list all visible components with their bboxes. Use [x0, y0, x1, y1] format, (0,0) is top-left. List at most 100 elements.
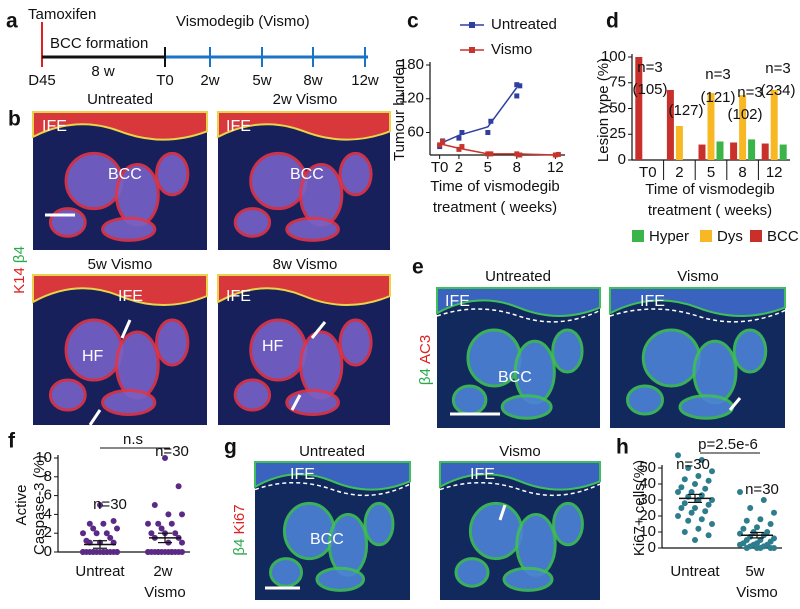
bar: [698, 144, 706, 160]
data-point: [685, 517, 692, 524]
x-tick-label: 12: [547, 159, 564, 176]
epidermis: [436, 287, 601, 317]
data-point: [517, 152, 523, 158]
tissue: [101, 389, 157, 416]
annotation: (105): [632, 81, 667, 98]
y-tick-label: 20: [639, 507, 656, 524]
bar: [761, 143, 769, 160]
image-label: IFE: [290, 466, 315, 483]
y-tick-label: 4: [44, 505, 52, 522]
x-tick-label: 2w Vismo: [144, 563, 185, 601]
side-label-part: K14: [11, 267, 28, 294]
data-point: [100, 549, 107, 555]
annotation: n=30: [155, 443, 189, 460]
x-tick-label: T0: [431, 159, 449, 176]
y-tick-label: 0: [618, 151, 626, 168]
bar: [779, 144, 787, 160]
tissue: [500, 394, 553, 420]
tissue: [626, 384, 664, 416]
annotation: (127): [668, 102, 703, 119]
side-label-part: β4: [231, 539, 248, 556]
x-tick-label: 12: [766, 164, 783, 181]
annotation: n=30: [745, 481, 779, 498]
data-point: [517, 83, 523, 89]
y-tick-label: 6: [44, 487, 52, 504]
panel-label: d: [606, 10, 619, 33]
tissue: [363, 501, 395, 547]
tissue: [48, 378, 87, 412]
arrow: [498, 504, 507, 521]
y-axis-label: Tumour burden: [391, 59, 408, 161]
panel-label: g: [224, 436, 237, 459]
data-point: [162, 455, 168, 461]
y-tick-label: 50: [639, 459, 656, 476]
data-point: [705, 501, 712, 508]
epidermis: [439, 461, 601, 491]
tissue: [502, 566, 554, 592]
y-tick-label: 60: [407, 123, 424, 140]
legend-marker: [469, 47, 475, 53]
data-point: [678, 505, 685, 511]
bar: [770, 89, 778, 160]
data-point: [698, 457, 705, 463]
tissue: [551, 328, 584, 374]
image-title: Vismo: [677, 268, 718, 285]
annotation: n=3: [705, 66, 730, 83]
data-point: [767, 545, 774, 551]
y-axis-label: Active: [13, 485, 30, 526]
epidermis: [254, 461, 411, 491]
tissue: [454, 557, 490, 588]
image-label: IFE: [640, 293, 665, 310]
timeline-tick-label: 2w: [200, 72, 219, 89]
data-point: [155, 549, 162, 555]
data-point: [681, 500, 688, 507]
arrow: [728, 397, 742, 411]
legend-label: Dys: [717, 228, 743, 245]
data-point: [767, 521, 774, 527]
y-tick-label: 100: [601, 48, 626, 65]
x-tick-label: 5w Vismo: [736, 563, 777, 601]
timeline-start-label: Tamoxifen: [28, 6, 96, 23]
arrow: [310, 321, 327, 339]
y-tick-label: 30: [639, 491, 656, 508]
side-label: β4 Ki67: [231, 504, 248, 555]
annotation: n.s: [123, 431, 143, 448]
data-point: [168, 520, 175, 527]
micrograph: [436, 287, 601, 428]
image-label: BCC: [108, 166, 142, 183]
tissue: [48, 207, 87, 238]
data-point: [114, 549, 120, 555]
tissue: [451, 384, 488, 416]
arrow: [88, 409, 102, 426]
data-point: [698, 516, 705, 523]
tissue: [115, 330, 160, 400]
annotation: (121): [700, 89, 735, 106]
data-point: [740, 525, 747, 532]
side-label: β4 AC3: [417, 335, 434, 385]
data-point: [695, 473, 702, 479]
tissue: [692, 339, 738, 405]
data-point: [675, 489, 681, 495]
data-point: [737, 541, 743, 548]
data-point: [555, 151, 561, 157]
x-axis-label: treatment ( weeks): [648, 202, 772, 219]
image-label: IFE: [226, 118, 251, 135]
data-point: [145, 549, 151, 555]
side-label-part: Ki67: [231, 504, 248, 534]
tissue: [338, 151, 373, 197]
timeline-tick-label: T0: [156, 72, 174, 89]
y-axis-label: Caspase-3 (%): [31, 455, 48, 555]
data-point: [514, 93, 520, 99]
data-point: [771, 509, 777, 516]
data-point: [103, 530, 110, 537]
tissue: [641, 328, 701, 388]
data-point: [702, 485, 709, 492]
legend-label: BCC: [767, 228, 799, 245]
data-point: [107, 534, 114, 541]
y-tick-label: 2: [44, 524, 52, 541]
timeline-duration: 8 w: [91, 63, 115, 80]
legend-label: Vismo: [491, 41, 532, 58]
annotation: p=2.5e-6: [698, 436, 758, 453]
data-point: [456, 146, 462, 152]
